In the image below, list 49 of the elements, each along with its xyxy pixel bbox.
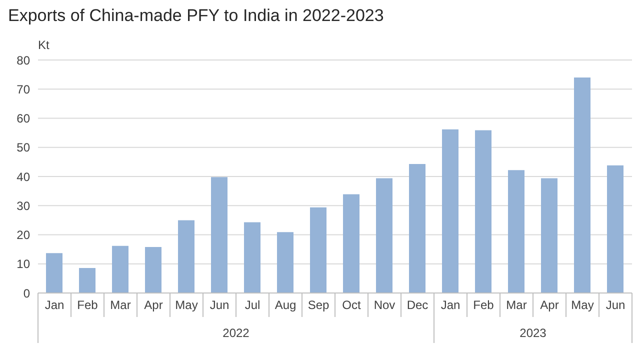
x-tick-label: May	[175, 298, 198, 312]
x-tick-label: Mar	[110, 298, 131, 312]
x-tick-label: Dec	[406, 298, 428, 312]
y-tick-label: 10	[16, 257, 30, 272]
text: 2023	[520, 326, 547, 340]
x-tick-label: Oct	[342, 298, 362, 312]
bar	[244, 222, 260, 293]
y-tick-label: 30	[16, 198, 30, 213]
x-tick-label: Feb	[473, 298, 494, 312]
x-tick-label: Jan	[44, 298, 64, 312]
x-tick-label: Mar	[506, 298, 527, 312]
bar	[442, 129, 458, 293]
bar	[211, 177, 228, 293]
bar	[277, 232, 294, 293]
bar	[409, 164, 426, 293]
x-tick-label: Nov	[374, 298, 396, 312]
bar	[376, 178, 392, 293]
y-tick-label: 20	[16, 228, 30, 242]
bar	[46, 253, 62, 293]
bar	[79, 268, 96, 293]
bar	[343, 194, 360, 293]
y-tick-label: 60	[16, 112, 30, 126]
bar	[475, 130, 492, 293]
chart-title: Exports of China-made PFY to India in 2022-2023	[8, 6, 384, 26]
y-tick-label: 50	[16, 140, 30, 155]
x-tick-label: Sep	[308, 298, 330, 312]
bar	[112, 246, 128, 293]
x-tick-label: Jun	[606, 298, 626, 312]
bar	[178, 220, 194, 293]
y-axis-title: Kt	[38, 38, 50, 52]
bar	[607, 165, 624, 293]
text: 2022	[222, 326, 250, 340]
y-tick-label: 0	[23, 286, 30, 300]
y-tick-label: 40	[16, 170, 30, 184]
x-tick-label: Apr	[144, 298, 163, 312]
x-tick-label: Jan	[440, 298, 460, 312]
x-tick-label: Jul	[244, 298, 260, 312]
bar	[145, 246, 162, 293]
x-tick-label: Jun	[210, 298, 230, 312]
x-tick-label: Feb	[77, 298, 98, 312]
x-tick-label: Apr	[540, 298, 559, 312]
bar	[541, 178, 558, 293]
y-tick-label: 70	[16, 82, 30, 96]
x-tick-label: May	[571, 298, 594, 312]
bar	[574, 77, 590, 293]
x-tick-label: Aug	[274, 298, 296, 312]
bar	[508, 170, 524, 293]
y-tick-label: 80	[16, 53, 30, 68]
bar	[310, 207, 326, 293]
